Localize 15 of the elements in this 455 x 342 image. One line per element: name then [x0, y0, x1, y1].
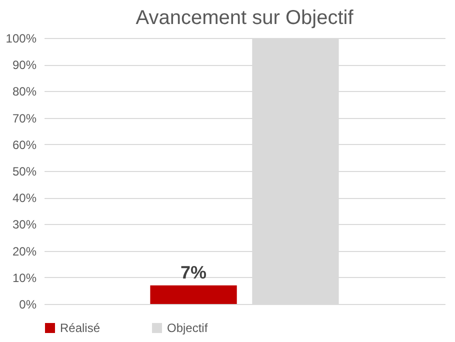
- y-tick-label: 70%: [12, 111, 37, 126]
- y-tick-label: 100%: [6, 32, 37, 46]
- y-tick-label: 40%: [12, 191, 37, 206]
- y-tick-label: 90%: [12, 58, 37, 72]
- y-tick-label: 50%: [12, 164, 37, 178]
- data-label: 7%: [180, 262, 207, 282]
- y-tick-label: 20%: [12, 244, 37, 258]
- chart-title: Avancement sur Objectif: [136, 7, 354, 29]
- y-tick-label: 30%: [12, 218, 37, 232]
- legend-label: Réalisé: [60, 321, 100, 335]
- y-tick-label: 0%: [19, 298, 37, 312]
- y-tick-label: 10%: [12, 270, 37, 285]
- legend-label: Objectif: [167, 321, 208, 335]
- y-tick-label: 60%: [12, 138, 37, 152]
- y-tick-label: 80%: [12, 84, 37, 99]
